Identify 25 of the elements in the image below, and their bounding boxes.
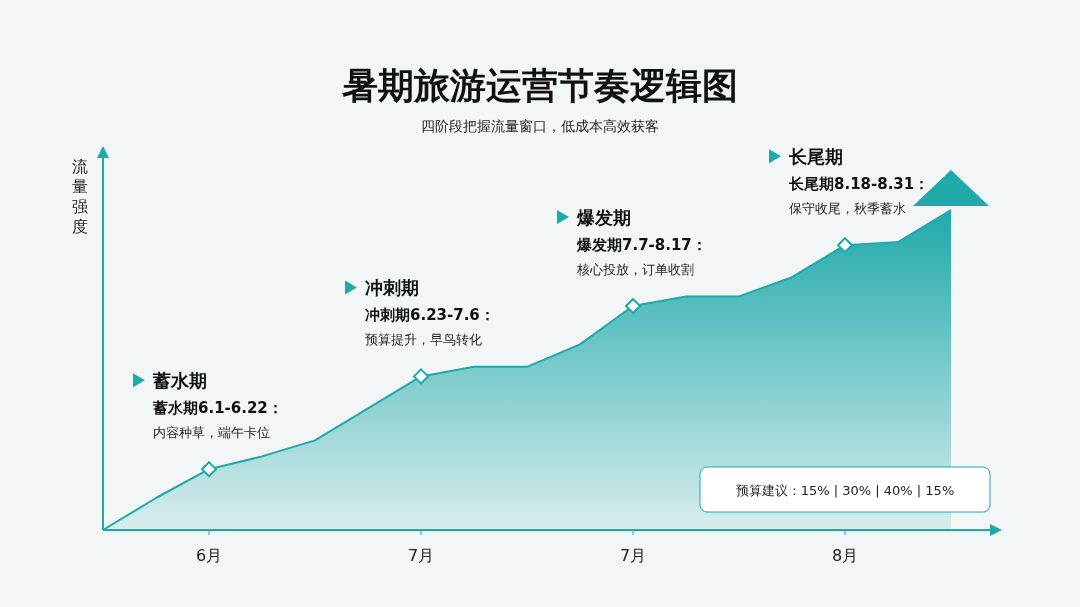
annotation: 冲刺期6.23-7.6： <box>365 306 495 325</box>
annotation: 预算建议：15% | 30% | 40% | 15% <box>735 483 955 498</box>
annotation: 冲刺期 <box>365 277 419 299</box>
chart-subtitle: 四阶段把握流量窗口，低成本高效获客 <box>421 118 659 134</box>
x-tick-label: 7月 <box>407 546 435 565</box>
chart-title: 暑期旅游运营节奏逻辑图 <box>341 65 738 106</box>
point <box>413 368 429 385</box>
annotation: 爆发期7.7-8.17： <box>576 236 707 254</box>
annotation: 核心投放，订单收割 <box>576 262 694 277</box>
x-tick-label: 7月 <box>619 546 647 565</box>
annotation: 预算提升，早鸟转化 <box>365 332 482 348</box>
note-box: 预算建议：15% | 30% | 40% | 15% <box>699 466 991 513</box>
point <box>201 461 217 478</box>
annotation: 蓄水期 <box>152 370 207 392</box>
x-tick-label: 8月 <box>831 546 859 565</box>
point <box>837 237 853 254</box>
x-tick-label: 6月 <box>195 546 223 565</box>
annotation: 保守收尾，秋季蓄水 <box>789 201 906 217</box>
annotation: 爆发期 <box>576 207 631 228</box>
y-axis-title: 流量强度 <box>72 157 88 236</box>
annotation: 蓄水期6.1-6.22： <box>152 399 283 418</box>
annotation: 内容种草，端午卡位 <box>153 425 270 441</box>
point <box>625 298 641 314</box>
text: 长尾期 <box>788 146 843 168</box>
text: 长尾期8.18-8.31： <box>788 175 930 194</box>
